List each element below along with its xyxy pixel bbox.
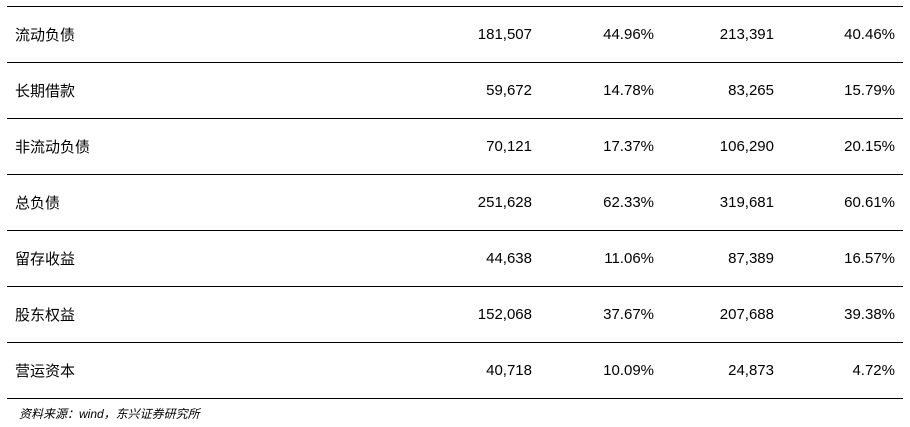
row-label: 总负债 <box>15 195 61 212</box>
percent-cell: 60.61% <box>844 194 895 211</box>
row-label: 流动负债 <box>15 27 76 44</box>
row-label: 股东权益 <box>15 307 76 324</box>
row-label: 长期借款 <box>15 83 76 100</box>
table-row: 非流动负债 70,121 17.37% 106,290 20.15% <box>7 119 903 175</box>
value-cell: 87,389 <box>728 250 774 267</box>
percent-cell: 17.37% <box>603 138 654 155</box>
percent-cell: 4.72% <box>852 362 895 379</box>
financial-table: 流动负债 181,507 44.96% 213,391 40.46% 长期借款 … <box>7 6 903 399</box>
row-label: 留存收益 <box>15 251 76 268</box>
percent-cell: 62.33% <box>603 194 654 211</box>
value-cell: 181,507 <box>477 26 532 43</box>
row-label: 非流动负债 <box>15 139 91 156</box>
percent-cell: 16.57% <box>844 250 895 267</box>
percent-cell: 11.06% <box>604 250 654 267</box>
percent-cell: 44.96% <box>603 26 654 43</box>
row-label: 营运资本 <box>15 363 76 380</box>
percent-cell: 40.46% <box>844 26 895 43</box>
value-cell: 83,265 <box>728 82 774 99</box>
percent-cell: 37.67% <box>603 306 654 323</box>
value-cell: 213,391 <box>719 26 774 43</box>
value-cell: 207,688 <box>719 306 774 323</box>
percent-cell: 10.09% <box>603 362 654 379</box>
value-cell: 59,672 <box>486 82 532 99</box>
table-row: 股东权益 152,068 37.67% 207,688 39.38% <box>7 287 903 343</box>
percent-cell: 14.78% <box>603 82 654 99</box>
source-note: 资料来源：wind，东兴证券研究所 <box>19 407 200 421</box>
value-cell: 40,718 <box>486 362 532 379</box>
percent-cell: 15.79% <box>844 82 895 99</box>
value-cell: 70,121 <box>486 138 532 155</box>
percent-cell: 39.38% <box>844 306 895 323</box>
value-cell: 24,873 <box>728 362 774 379</box>
table-row: 营运资本 40,718 10.09% 24,873 4.72% <box>7 343 903 399</box>
value-cell: 152,068 <box>477 306 532 323</box>
table-row: 流动负债 181,507 44.96% 213,391 40.46% <box>7 7 903 63</box>
value-cell: 44,638 <box>486 250 532 267</box>
value-cell: 251,628 <box>477 194 532 211</box>
value-cell: 106,290 <box>719 138 774 155</box>
table-row: 总负债 251,628 62.33% 319,681 60.61% <box>7 175 903 231</box>
table-row: 留存收益 44,638 11.06% 87,389 16.57% <box>7 231 903 287</box>
table-row: 长期借款 59,672 14.78% 83,265 15.79% <box>7 63 903 119</box>
value-cell: 319,681 <box>719 194 774 211</box>
percent-cell: 20.15% <box>844 138 895 155</box>
